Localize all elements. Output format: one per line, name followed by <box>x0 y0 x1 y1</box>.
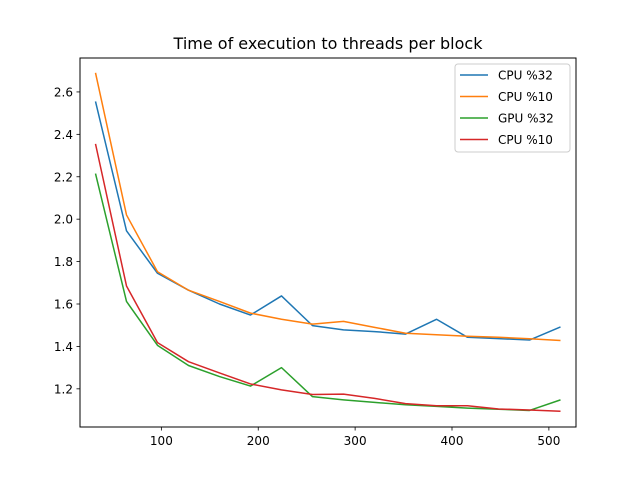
y-tick-label: 2.6 <box>54 85 73 99</box>
legend-label-3: GPU %32 <box>498 112 554 126</box>
y-tick-label: 1.6 <box>54 298 73 312</box>
series-line-2 <box>94 72 561 342</box>
y-axis: 1.2 1.4 1.6 1.8 2.0 2.2 2.4 2.6 <box>54 85 80 396</box>
y-tick-label: 2.0 <box>54 213 73 227</box>
legend-box <box>454 63 571 153</box>
y-tick-label: 1.2 <box>54 382 73 396</box>
legend-label-1: CPU %32 <box>498 69 553 83</box>
x-tick-label: 400 <box>441 434 464 448</box>
chart-title: Time of execution to threads per block <box>173 34 484 53</box>
legend: CPU %32 CPU %10 GPU %32 CPU %10 <box>454 63 571 153</box>
y-tick-label: 2.4 <box>54 128 73 142</box>
x-tick-label: 500 <box>537 434 560 448</box>
legend-label-4: CPU %10 <box>498 133 553 147</box>
x-tick-label: 300 <box>344 434 367 448</box>
y-tick-label: 1.4 <box>54 340 73 354</box>
series-layer <box>94 72 561 413</box>
series-line-3 <box>94 173 561 412</box>
x-axis: 100 200 300 400 500 <box>150 427 560 448</box>
plot-frame <box>79 57 577 428</box>
x-tick-label: 200 <box>247 434 270 448</box>
x-tick-label: 100 <box>150 434 173 448</box>
y-tick-label: 2.2 <box>54 170 73 184</box>
series-line-4 <box>94 143 561 413</box>
y-tick-label: 1.8 <box>54 255 73 269</box>
legend-label-2: CPU %10 <box>498 90 553 104</box>
